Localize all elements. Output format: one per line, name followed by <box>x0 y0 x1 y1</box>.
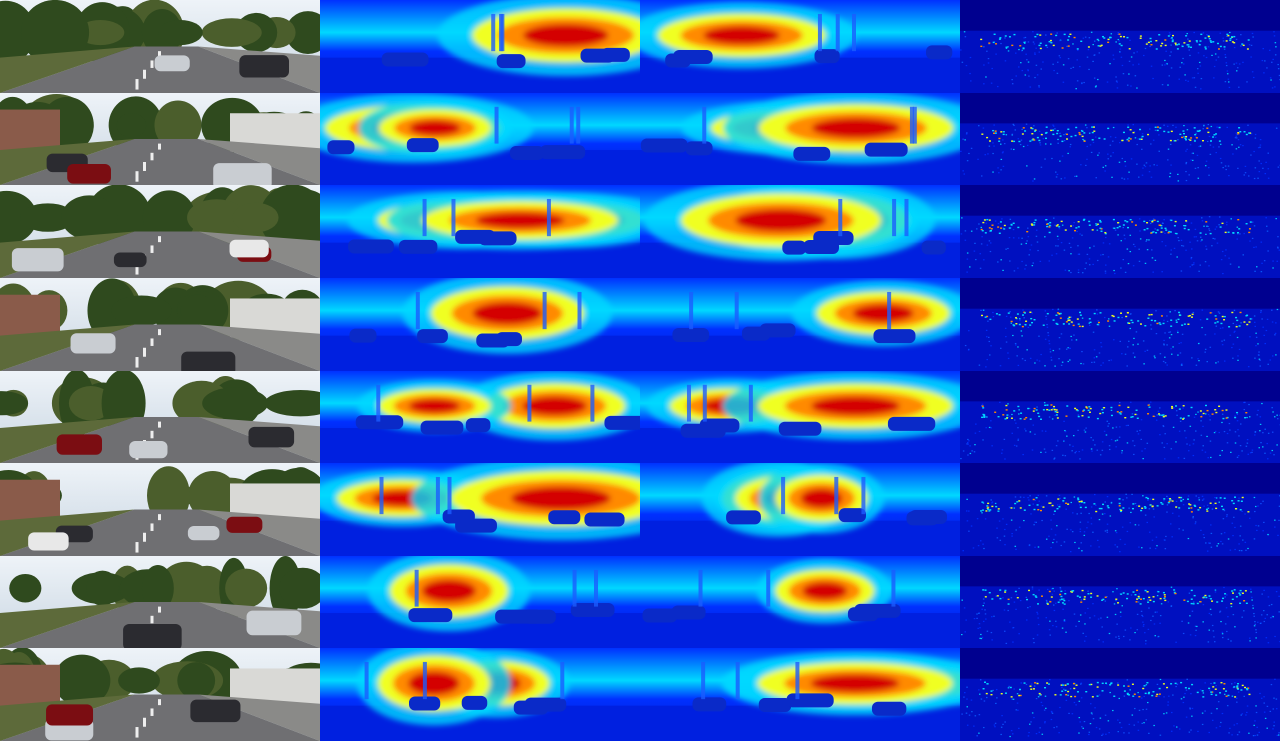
lidar-depth-r4 <box>960 278 1280 371</box>
depth-map-a-r4 <box>320 278 640 371</box>
rgb-photo-r1 <box>0 0 320 93</box>
depth-map-b-r5 <box>640 371 960 463</box>
rgb-photo-r6 <box>0 463 320 556</box>
lidar-depth-r2 <box>960 93 1280 185</box>
depth-map-a-r2 <box>320 93 640 185</box>
depth-map-b-r1 <box>640 0 960 93</box>
depth-map-b-r7 <box>640 556 960 648</box>
depth-map-b-r8 <box>640 648 960 741</box>
lidar-depth-r5 <box>960 371 1280 463</box>
depth-map-a-r6 <box>320 463 640 556</box>
rgb-photo-r5 <box>0 371 320 463</box>
lidar-depth-r6 <box>960 463 1280 556</box>
depth-map-b-r2 <box>640 93 960 185</box>
depth-map-a-r7 <box>320 556 640 648</box>
depth-map-a-r5 <box>320 371 640 463</box>
rgb-photo-r7 <box>0 556 320 648</box>
rgb-photo-r4 <box>0 278 320 371</box>
rgb-photo-r2 <box>0 93 320 185</box>
lidar-depth-r7 <box>960 556 1280 648</box>
depth-map-a-r3 <box>320 185 640 278</box>
depth-map-a-r8 <box>320 648 640 741</box>
depth-map-b-r3 <box>640 185 960 278</box>
depth-map-a-r1 <box>320 0 640 93</box>
depth-map-b-r4 <box>640 278 960 371</box>
lidar-depth-r1 <box>960 0 1280 93</box>
rgb-photo-r3 <box>0 185 320 278</box>
lidar-depth-r3 <box>960 185 1280 278</box>
depth-map-b-r6 <box>640 463 960 556</box>
rgb-photo-r8 <box>0 648 320 741</box>
lidar-depth-r8 <box>960 648 1280 741</box>
